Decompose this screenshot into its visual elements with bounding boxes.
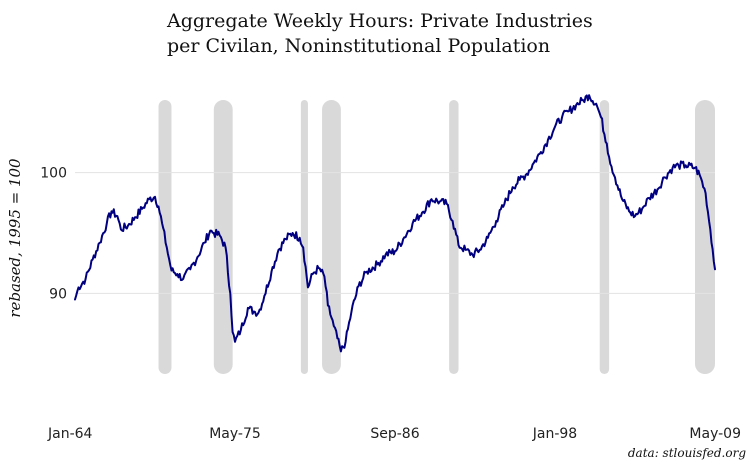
chart-title-line-1: Aggregate Weekly Hours: Private Industri…: [166, 10, 593, 32]
recession-bands: [158, 100, 715, 374]
source-note: data: stlouisfed.org: [628, 446, 746, 460]
chart-title-line-2: per Civilan, Noninstitutional Population: [167, 35, 550, 57]
recession-band: [695, 100, 715, 374]
y-axis-ticks: 90 100: [40, 166, 67, 303]
x-tick-label: May-75: [209, 426, 261, 442]
recession-band: [213, 100, 233, 374]
x-tick-label: Sep-86: [370, 426, 419, 442]
recession-band: [300, 100, 308, 374]
x-tick-label: May-09: [689, 426, 741, 442]
y-axis-label: rebased, 1995 = 100: [6, 158, 24, 318]
recession-band: [322, 100, 341, 374]
x-axis-ticks: Jan-64 May-75 Sep-86 Jan-98 May-09: [47, 426, 741, 442]
x-tick-label: Jan-98: [532, 426, 577, 442]
y-tick-label: 90: [49, 286, 67, 302]
y-tick-label: 100: [40, 166, 67, 182]
gridlines: [75, 172, 715, 294]
recession-band: [449, 100, 459, 374]
x-tick-label: Jan-64: [47, 426, 93, 442]
series-line: [74, 94, 716, 353]
recession-band: [599, 100, 610, 374]
